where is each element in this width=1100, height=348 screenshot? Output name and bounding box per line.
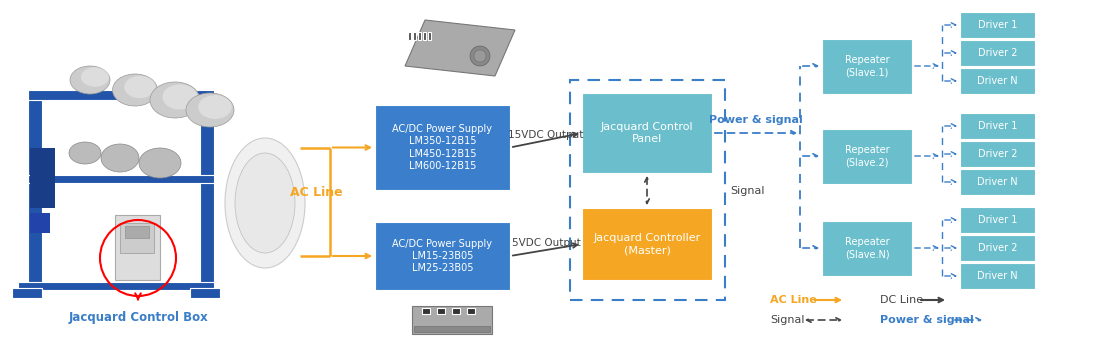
- Bar: [414, 326, 490, 332]
- Ellipse shape: [124, 76, 156, 98]
- Bar: [452, 308, 460, 314]
- Text: Jacquard Control Box: Jacquard Control Box: [68, 311, 208, 324]
- Bar: [120, 223, 154, 253]
- Text: Jacquard Control
Panel: Jacquard Control Panel: [601, 122, 693, 144]
- Bar: [822, 39, 912, 94]
- Bar: [18, 282, 214, 290]
- Bar: [822, 128, 912, 183]
- Bar: [30, 213, 50, 233]
- Text: Repeater
(Slave.2): Repeater (Slave.2): [845, 145, 889, 167]
- Text: Driver N: Driver N: [977, 177, 1018, 187]
- Bar: [190, 288, 220, 298]
- Text: Signal: Signal: [770, 315, 804, 325]
- Ellipse shape: [186, 93, 234, 127]
- Ellipse shape: [235, 153, 295, 253]
- Text: Power & signal: Power & signal: [710, 115, 803, 125]
- Text: Driver 2: Driver 2: [978, 149, 1018, 159]
- Bar: [960, 12, 1035, 38]
- Bar: [408, 32, 411, 40]
- Bar: [468, 308, 475, 314]
- Ellipse shape: [69, 142, 101, 164]
- Text: DC Line: DC Line: [880, 295, 923, 305]
- Text: Driver N: Driver N: [977, 76, 1018, 86]
- Ellipse shape: [70, 66, 110, 94]
- Bar: [960, 40, 1035, 66]
- Ellipse shape: [226, 138, 305, 268]
- Text: 5VDC Output: 5VDC Output: [512, 238, 581, 248]
- Bar: [960, 207, 1035, 233]
- Text: AC Line: AC Line: [289, 187, 342, 199]
- Ellipse shape: [163, 85, 198, 110]
- Text: Driver 1: Driver 1: [978, 215, 1018, 225]
- Bar: [822, 221, 912, 276]
- Text: Power & signal: Power & signal: [880, 315, 974, 325]
- Bar: [582, 93, 712, 173]
- Bar: [428, 32, 431, 40]
- Text: AC/DC Power Supply
LM350-12B15
LM450-12B15
LM600-12B15: AC/DC Power Supply LM350-12B15 LM450-12B…: [393, 124, 493, 171]
- Text: 15VDC Output: 15VDC Output: [508, 129, 584, 140]
- Bar: [960, 235, 1035, 261]
- Bar: [422, 308, 430, 314]
- Circle shape: [474, 50, 486, 62]
- Text: Jacquard Controller
(Master): Jacquard Controller (Master): [593, 233, 701, 255]
- Ellipse shape: [101, 144, 139, 172]
- Bar: [582, 208, 712, 280]
- Bar: [960, 113, 1035, 139]
- Bar: [28, 90, 42, 290]
- Text: Driver 1: Driver 1: [978, 121, 1018, 131]
- Ellipse shape: [198, 95, 232, 119]
- Ellipse shape: [150, 82, 200, 118]
- Bar: [28, 90, 214, 100]
- Bar: [116, 215, 160, 280]
- Bar: [960, 141, 1035, 167]
- Bar: [375, 105, 510, 190]
- Polygon shape: [412, 306, 492, 334]
- Polygon shape: [405, 20, 515, 76]
- Bar: [12, 288, 42, 298]
- Bar: [28, 175, 214, 183]
- Text: Driver 2: Driver 2: [978, 243, 1018, 253]
- Text: Driver 2: Driver 2: [978, 48, 1018, 58]
- Text: Repeater
(Slave.1): Repeater (Slave.1): [845, 55, 889, 77]
- Bar: [412, 32, 416, 40]
- Bar: [437, 308, 446, 314]
- Bar: [418, 32, 421, 40]
- Ellipse shape: [81, 67, 109, 87]
- Text: AC/DC Power Supply
LM15-23B05
LM25-23B05: AC/DC Power Supply LM15-23B05 LM25-23B05: [393, 239, 493, 274]
- Text: Driver N: Driver N: [977, 271, 1018, 281]
- Bar: [30, 148, 55, 208]
- Text: Repeater
(Slave.N): Repeater (Slave.N): [845, 237, 889, 259]
- Bar: [570, 80, 725, 300]
- Bar: [375, 222, 510, 290]
- Bar: [424, 32, 426, 40]
- Bar: [960, 68, 1035, 94]
- Ellipse shape: [139, 148, 182, 178]
- Text: Driver 1: Driver 1: [978, 20, 1018, 30]
- Text: Signal: Signal: [730, 185, 764, 196]
- Circle shape: [470, 46, 490, 66]
- Bar: [200, 90, 214, 290]
- Bar: [960, 169, 1035, 195]
- Ellipse shape: [112, 74, 157, 106]
- Text: AC Line: AC Line: [770, 295, 816, 305]
- Bar: [960, 263, 1035, 289]
- Bar: [125, 226, 148, 238]
